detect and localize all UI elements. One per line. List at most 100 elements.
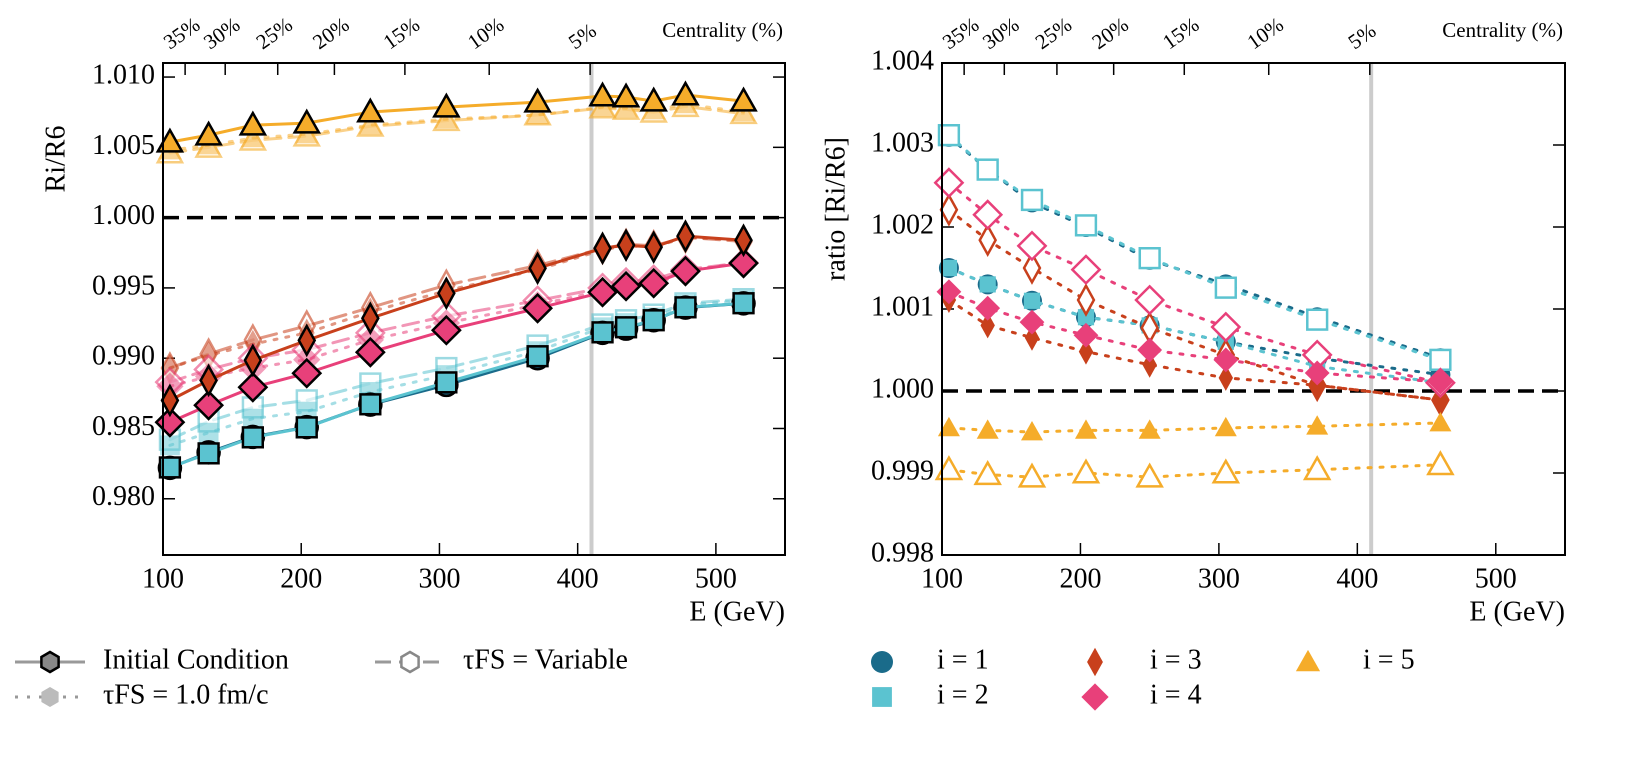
marker xyxy=(1426,450,1455,476)
marker xyxy=(732,292,755,315)
x-tick-label: 500 xyxy=(1475,563,1517,594)
legend-label: i = 4 xyxy=(1150,679,1202,710)
marker xyxy=(292,108,321,134)
marker xyxy=(528,251,547,286)
marker xyxy=(197,442,220,465)
legend-label: i = 2 xyxy=(937,679,989,710)
marker xyxy=(356,97,385,123)
marker xyxy=(614,316,638,339)
marker xyxy=(639,86,668,112)
marker xyxy=(400,650,420,674)
marker xyxy=(1302,455,1332,481)
marker xyxy=(1138,247,1161,270)
marker xyxy=(1428,369,1453,395)
marker xyxy=(359,393,382,416)
top-tick-label: 20% xyxy=(308,12,353,54)
marker xyxy=(432,92,461,118)
series-line xyxy=(947,298,1442,402)
marker xyxy=(979,276,996,293)
marker xyxy=(936,279,962,305)
marker xyxy=(644,230,664,265)
marker xyxy=(354,336,386,368)
marker xyxy=(588,81,617,107)
marker xyxy=(1214,416,1237,437)
top-tick-label: 20% xyxy=(1088,12,1133,54)
marker xyxy=(1020,188,1044,212)
plot-frame xyxy=(162,62,786,556)
marker xyxy=(1137,337,1163,363)
marker xyxy=(871,651,893,673)
marker xyxy=(934,455,964,481)
marker xyxy=(523,87,552,113)
y-tick-label: 0.985 xyxy=(92,411,155,442)
y-tick-label: 1.000 xyxy=(92,200,155,231)
marker xyxy=(243,343,263,378)
marker xyxy=(194,120,223,146)
y-tick-label: 1.004 xyxy=(871,45,934,76)
series-line xyxy=(947,181,1442,385)
top-tick-label: 5% xyxy=(564,18,601,54)
marker xyxy=(1024,324,1040,351)
marker xyxy=(199,363,218,398)
marker xyxy=(1073,322,1099,348)
marker xyxy=(193,389,225,421)
x-tick-label: 200 xyxy=(1059,563,1101,594)
marker xyxy=(978,223,998,257)
series-line xyxy=(947,463,1442,479)
marker xyxy=(237,371,269,403)
marker xyxy=(933,167,965,199)
y-axis-label: Ri/R6 xyxy=(40,126,71,193)
marker xyxy=(980,312,995,339)
marker xyxy=(522,292,553,324)
marker xyxy=(729,86,758,112)
marker xyxy=(1135,462,1164,488)
top-tick-label: 30% xyxy=(199,12,244,54)
marker xyxy=(1074,214,1098,237)
x-tick-label: 300 xyxy=(418,563,460,594)
marker xyxy=(1071,458,1101,484)
marker xyxy=(158,456,182,479)
marker xyxy=(728,247,759,279)
marker xyxy=(1087,647,1103,677)
legend-label: τFS = Variable xyxy=(463,644,628,675)
legend-label: i = 5 xyxy=(1363,644,1415,675)
marker xyxy=(676,219,695,254)
top-tick-label: 30% xyxy=(978,12,1023,54)
marker xyxy=(671,80,700,106)
marker xyxy=(1306,415,1329,435)
marker xyxy=(291,357,323,389)
marker xyxy=(638,267,670,299)
marker xyxy=(1138,419,1161,439)
marker xyxy=(295,416,318,439)
marker xyxy=(937,124,961,147)
y-tick-label: 0.995 xyxy=(92,270,155,301)
marker xyxy=(41,687,59,707)
x-tick-label: 400 xyxy=(1336,563,1378,594)
marker xyxy=(872,687,892,707)
series-line xyxy=(947,421,1442,434)
marker xyxy=(1211,458,1241,484)
marker xyxy=(1210,311,1242,343)
marker xyxy=(430,314,462,346)
marker xyxy=(976,419,999,439)
y-tick-label: 1.001 xyxy=(871,291,934,322)
y-tick-label: 1.002 xyxy=(871,209,934,240)
series-line xyxy=(947,208,1442,402)
marker xyxy=(241,426,264,449)
top-tick-label: 35% xyxy=(938,12,983,54)
marker xyxy=(593,231,612,266)
marker xyxy=(1134,284,1166,316)
marker xyxy=(973,460,1002,486)
marker xyxy=(160,383,180,418)
marker xyxy=(1213,347,1239,373)
marker xyxy=(40,650,60,674)
top-tick-label: 35% xyxy=(159,12,204,54)
x-axis-label: E (GeV) xyxy=(1469,596,1565,627)
legend-label: i = 3 xyxy=(1150,644,1202,675)
marker xyxy=(1017,462,1047,488)
y-tick-label: 0.980 xyxy=(92,481,155,512)
marker xyxy=(1020,421,1043,441)
marker xyxy=(1016,230,1048,262)
marker xyxy=(642,309,665,332)
